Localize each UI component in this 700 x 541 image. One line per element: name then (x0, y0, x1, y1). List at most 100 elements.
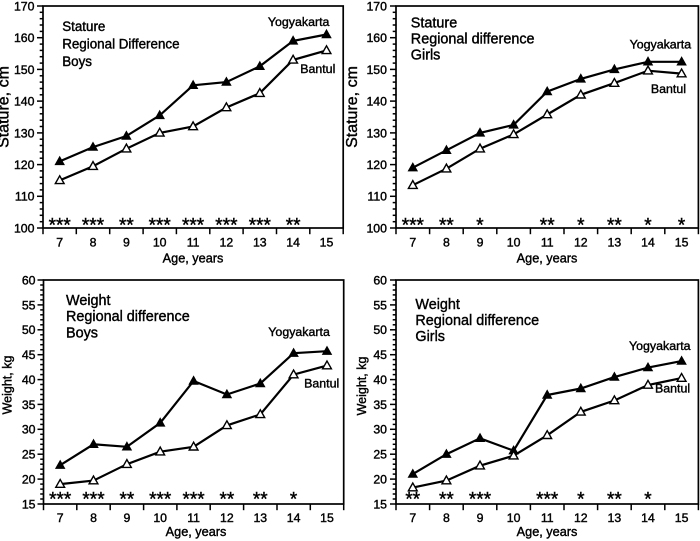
svg-text:**: ** (220, 490, 235, 511)
svg-text:14: 14 (641, 511, 655, 525)
svg-text:15: 15 (675, 511, 689, 525)
svg-text:100: 100 (14, 221, 35, 235)
svg-text:**: ** (439, 490, 454, 511)
svg-text:Regional Difference: Regional Difference (62, 37, 179, 52)
svg-text:12: 12 (220, 511, 234, 525)
svg-text:***: *** (49, 216, 72, 237)
svg-text:9: 9 (123, 511, 130, 525)
svg-text:Bantul: Bantul (300, 62, 335, 76)
svg-text:8: 8 (443, 236, 450, 250)
svg-text:150: 150 (14, 63, 35, 77)
svg-text:*: * (290, 490, 298, 511)
svg-text:**: ** (119, 216, 134, 237)
svg-text:35: 35 (373, 398, 387, 412)
svg-text:11: 11 (187, 511, 200, 525)
svg-text:***: *** (536, 490, 559, 511)
svg-text:Age, years: Age, years (166, 525, 227, 539)
svg-text:**: ** (405, 490, 420, 511)
svg-text:Bantul: Bantul (304, 377, 339, 391)
svg-text:15: 15 (22, 497, 36, 511)
svg-text:**: ** (253, 490, 268, 511)
svg-text:40: 40 (373, 373, 387, 387)
svg-text:110: 110 (367, 190, 387, 204)
svg-text:**: ** (120, 490, 135, 511)
svg-text:170: 170 (14, 0, 35, 13)
svg-text:Weight, kg: Weight, kg (355, 357, 369, 416)
svg-text:25: 25 (373, 448, 387, 462)
svg-text:11: 11 (541, 236, 554, 250)
svg-text:150: 150 (366, 63, 387, 77)
svg-text:11: 11 (187, 236, 200, 250)
svg-text:130: 130 (366, 126, 387, 140)
svg-text:***: *** (82, 490, 105, 511)
svg-text:Weight: Weight (66, 293, 111, 309)
svg-text:50: 50 (373, 323, 387, 337)
svg-text:Bantul: Bantul (655, 382, 690, 396)
svg-text:9: 9 (477, 511, 484, 525)
svg-text:**: ** (607, 490, 622, 511)
svg-text:7: 7 (409, 236, 416, 250)
svg-text:Age, years: Age, years (517, 525, 578, 539)
svg-text:13: 13 (253, 236, 267, 250)
svg-text:160: 160 (14, 31, 35, 45)
svg-text:**: ** (607, 216, 622, 237)
svg-text:25: 25 (22, 448, 36, 462)
svg-text:120: 120 (14, 158, 35, 172)
svg-text:Stature: Stature (411, 15, 457, 31)
svg-text:**: ** (439, 216, 454, 237)
svg-text:30: 30 (373, 423, 387, 437)
svg-text:20: 20 (373, 473, 387, 487)
svg-text:***: *** (215, 216, 238, 237)
svg-text:45: 45 (373, 348, 387, 362)
svg-text:10: 10 (153, 236, 167, 250)
svg-text:100: 100 (366, 221, 387, 235)
svg-text:Boys: Boys (62, 54, 92, 69)
svg-text:15: 15 (675, 236, 689, 250)
svg-text:***: *** (82, 216, 105, 237)
svg-text:120: 120 (366, 158, 387, 172)
svg-text:7: 7 (409, 511, 416, 525)
svg-text:15: 15 (320, 236, 334, 250)
svg-text:8: 8 (90, 236, 97, 250)
svg-text:7: 7 (56, 236, 63, 250)
svg-text:14: 14 (641, 236, 655, 250)
svg-text:***: *** (183, 490, 206, 511)
svg-text:Stature: Stature (62, 19, 105, 34)
svg-text:Yogyakarta: Yogyakarta (630, 37, 692, 51)
svg-text:Boys: Boys (66, 325, 98, 341)
svg-text:Girls: Girls (411, 48, 441, 64)
svg-text:Bantul: Bantul (651, 82, 686, 96)
svg-text:Yogyakarta: Yogyakarta (268, 15, 330, 29)
svg-text:*: * (577, 490, 585, 511)
svg-text:20: 20 (22, 473, 36, 487)
svg-text:Regional difference: Regional difference (415, 313, 539, 329)
svg-text:140: 140 (366, 95, 387, 109)
svg-text:***: *** (149, 490, 172, 511)
svg-text:Age, years: Age, years (517, 252, 578, 266)
svg-text:***: *** (469, 490, 492, 511)
svg-text:130: 130 (14, 126, 35, 140)
svg-text:12: 12 (574, 236, 588, 250)
svg-text:15: 15 (373, 497, 387, 511)
svg-text:Regional difference: Regional difference (66, 309, 190, 325)
svg-text:Girls: Girls (415, 329, 445, 345)
svg-text:60: 60 (373, 273, 387, 287)
svg-text:Yogyakarta: Yogyakarta (268, 325, 330, 339)
svg-text:11: 11 (541, 511, 554, 525)
svg-text:10: 10 (507, 511, 521, 525)
svg-text:***: *** (402, 216, 425, 237)
svg-text:35: 35 (22, 398, 36, 412)
svg-text:12: 12 (220, 236, 234, 250)
svg-text:13: 13 (608, 511, 622, 525)
svg-text:14: 14 (287, 511, 301, 525)
svg-text:***: *** (149, 216, 172, 237)
svg-text:Age, years: Age, years (163, 252, 224, 266)
svg-text:12: 12 (574, 511, 588, 525)
svg-text:**: ** (540, 216, 555, 237)
svg-text:8: 8 (443, 511, 450, 525)
svg-text:60: 60 (22, 273, 36, 287)
svg-text:8: 8 (90, 511, 97, 525)
svg-text:**: ** (286, 216, 301, 237)
svg-text:Weight: Weight (415, 297, 460, 313)
svg-text:7: 7 (57, 511, 64, 525)
